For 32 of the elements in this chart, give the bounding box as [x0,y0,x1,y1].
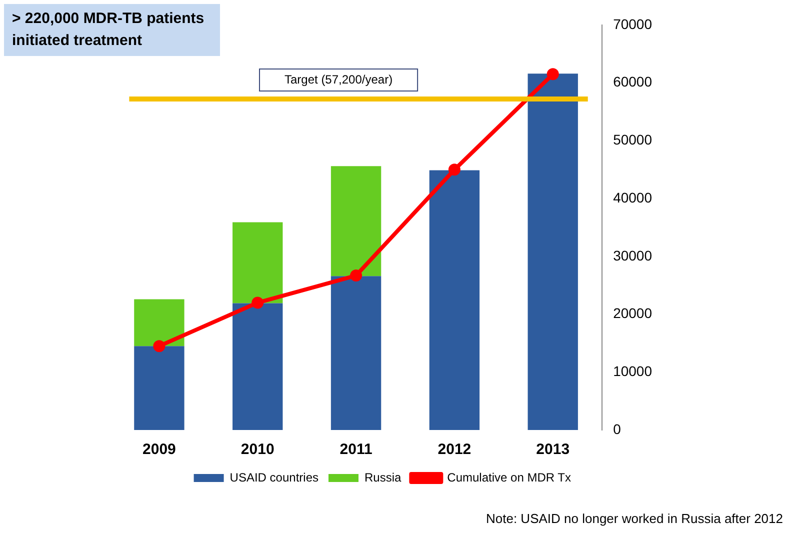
bar [528,74,578,430]
y-tick-label: 10000 [613,363,652,379]
text: Note: USAID no longer worked in Russia after 2012 [486,511,783,526]
bar [429,170,480,430]
x-tick-label: 2010 [240,441,274,458]
y-tick-label: 60000 [613,74,652,90]
y-tick-label: 20000 [613,305,652,322]
legend-label: USAID countries [230,470,318,484]
chart-title: > 220,000 MDR-TB patients initiated treatment [4,4,220,56]
y-tick-label: 30000 [613,247,652,264]
x-tick-label: 2009 [142,441,176,458]
legend-label: Russia [364,470,402,484]
point [546,68,559,80]
bar [134,299,184,346]
bar [232,222,283,304]
bar [232,303,283,430]
x-tick-label: 2012 [438,441,472,458]
y-tick-label: 70000 [613,16,652,32]
point [153,340,166,352]
point [252,296,264,309]
x-tick-label: 2013 [536,441,570,458]
bar [330,276,382,430]
legend-label: Cumulative on MDR Tx [447,470,571,484]
point [448,164,460,176]
point [350,270,362,282]
x-tick-label: 2011 [340,441,372,458]
y-tick-label: 40000 [613,189,652,206]
bar [134,346,184,430]
bar [330,166,382,276]
ref-line-label: Target (57,200/year) [284,72,393,86]
y-tick-label: 50000 [613,132,652,148]
y-tick-label: 0 [613,420,622,437]
